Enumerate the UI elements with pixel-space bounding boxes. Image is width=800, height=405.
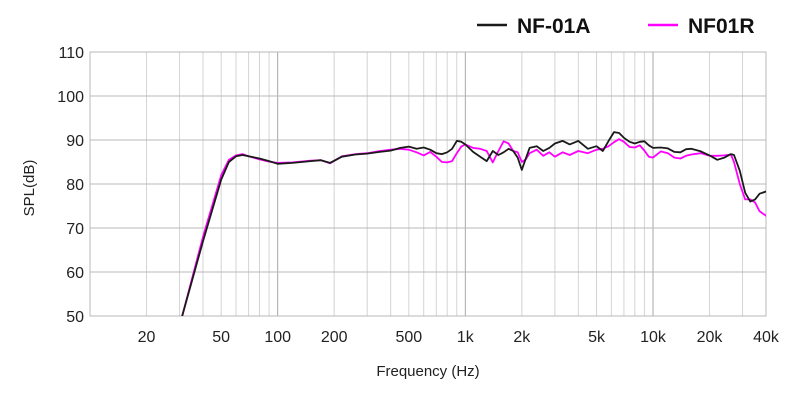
x-tick-label: 1k [457,329,475,346]
y-tick-label: 90 [66,133,84,150]
x-tick-label: 5k [588,329,606,346]
y-tick-label: 50 [66,309,84,326]
x-tick-label: 20k [697,329,724,346]
x-tick-label: 500 [395,329,422,346]
y-tick-label: 80 [66,177,84,194]
y-tick-label: 60 [66,265,84,282]
y-axis-label: SPL(dB) [21,160,38,217]
series-lines [181,131,766,316]
x-tick-label: 200 [321,329,348,346]
series-line-nf-01a [181,131,766,316]
y-tick-label: 110 [58,45,84,62]
x-tick-label: 40k [753,329,780,346]
legend: NF-01A NF01R [477,15,755,38]
legend-label: NF-01A [517,15,591,38]
axes: 50 60 70 80 90 100 110 20 50 100 200 500 1k 2k 5k 10k 20… [21,45,780,380]
x-tick-label: 10k [640,329,667,346]
grid [89,51,767,317]
legend-label: NF01R [688,15,755,38]
x-tick-label: 2k [513,329,531,346]
x-tick-label: 100 [264,329,291,346]
x-axis-label: Frequency (Hz) [376,363,479,380]
x-tick-label: 20 [138,329,156,346]
y-tick-label: 100 [57,89,84,106]
x-tick-label: 50 [212,329,230,346]
y-tick-label: 70 [66,221,84,238]
